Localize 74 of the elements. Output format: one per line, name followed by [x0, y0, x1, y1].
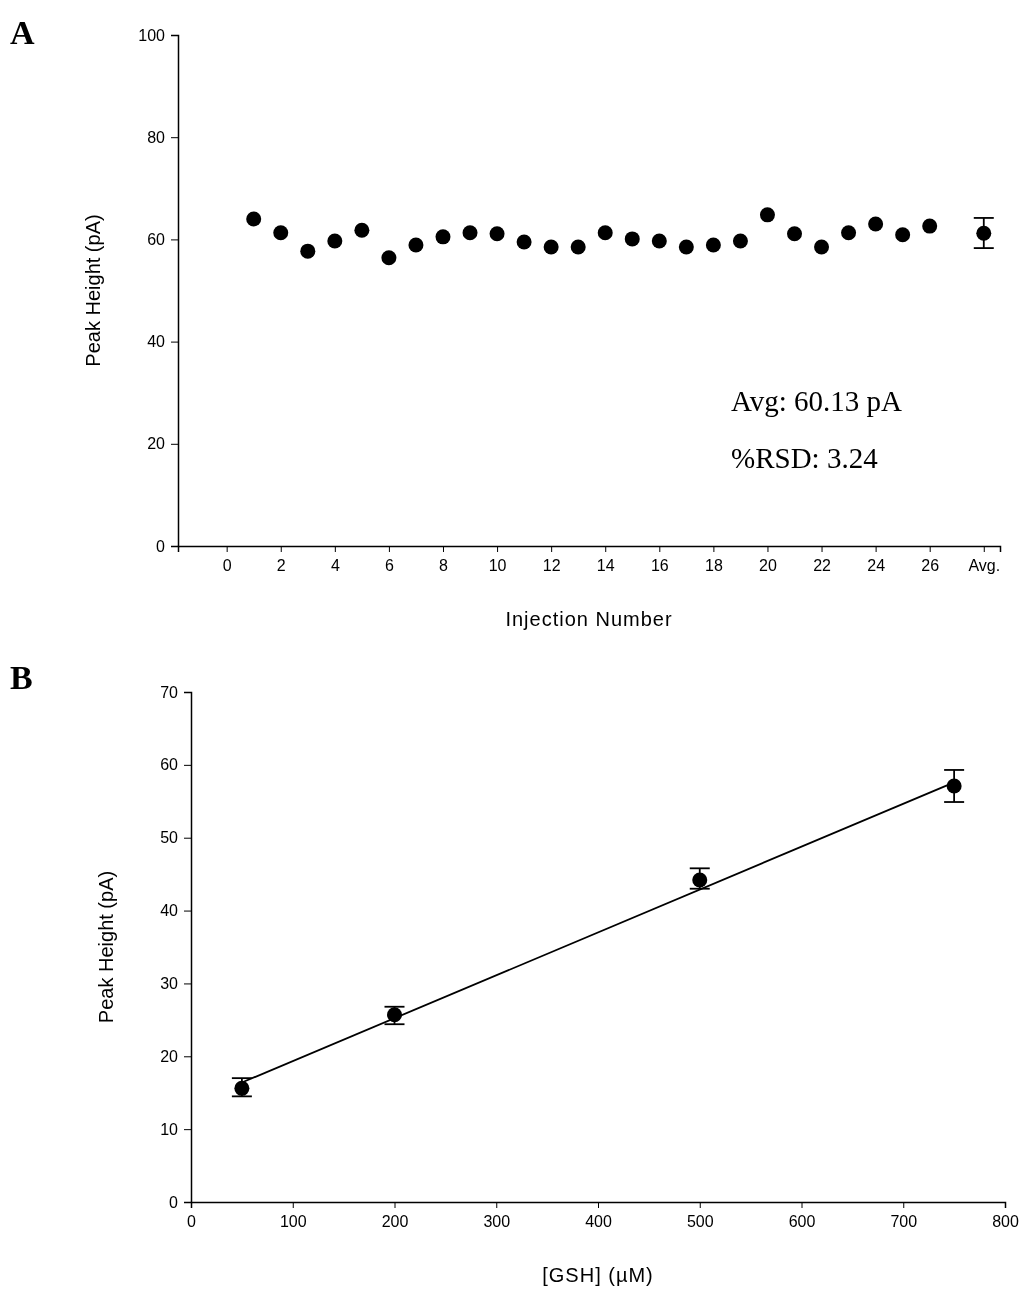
- x-tick-label: 26: [921, 557, 940, 575]
- point: [759, 207, 775, 223]
- x-tick-label: 6: [384, 557, 394, 575]
- y-tick-label: 20: [147, 435, 166, 453]
- point: [246, 211, 262, 227]
- y-tick-label: 70: [160, 683, 179, 701]
- y-axis-title: Peak Height (pA): [82, 214, 104, 367]
- y-tick-label: 60: [160, 756, 179, 774]
- point: [624, 231, 640, 247]
- point: [489, 226, 505, 242]
- x-tick-label: 10: [488, 557, 507, 575]
- point: [922, 218, 938, 234]
- chart-title: A: [10, 14, 35, 51]
- x-tick-label: 0: [187, 1213, 197, 1231]
- y-tick-label: 50: [160, 829, 179, 847]
- point: [692, 872, 708, 888]
- y-tick-label: 30: [160, 975, 179, 993]
- point: [787, 226, 802, 242]
- point: [570, 239, 586, 255]
- x-tick-label: 700: [890, 1213, 918, 1231]
- x-tick-label: 300: [483, 1213, 511, 1231]
- point: [597, 225, 613, 241]
- x-tick-label: 800: [992, 1213, 1019, 1231]
- annotation: Avg: 60.13 pA: [731, 385, 903, 417]
- annotation: %RSD: 3.24: [731, 442, 879, 474]
- y-tick-label: 100: [138, 26, 166, 44]
- x-tick-label: 8: [439, 557, 449, 575]
- x-tick-label: 4: [330, 557, 340, 575]
- point: [381, 250, 397, 266]
- x-tick-label: 100: [279, 1213, 307, 1231]
- y-tick-label: 80: [147, 128, 166, 146]
- point: [814, 239, 830, 255]
- point: [516, 234, 532, 250]
- x-axis-title: Injection Number: [505, 608, 673, 630]
- y-tick-label: 10: [160, 1120, 179, 1138]
- point: [841, 225, 857, 241]
- point: [868, 216, 884, 232]
- x-tick-label: 200: [381, 1213, 409, 1231]
- point: [895, 227, 911, 243]
- x-tick-label: 18: [704, 557, 723, 575]
- y-tick-label: 0: [169, 1193, 179, 1211]
- point: [273, 225, 289, 241]
- y-tick-label: 20: [160, 1047, 179, 1065]
- x-tick-label: 22: [813, 557, 832, 575]
- x-tick-label: 16: [650, 557, 669, 575]
- point: [435, 229, 451, 245]
- point: [678, 239, 694, 255]
- x-tick-label: 400: [585, 1213, 612, 1231]
- x-axis-title: [GSH] (µM): [542, 1264, 654, 1286]
- point: [408, 237, 424, 253]
- x-tick-label: Avg.: [968, 557, 1001, 575]
- point: [300, 243, 316, 259]
- x-tick-label: 2: [276, 557, 286, 575]
- y-axis-title: Peak Height (pA): [95, 870, 117, 1024]
- chart-title: B: [10, 659, 33, 696]
- x-tick-label: 600: [788, 1213, 816, 1231]
- x-tick-label: 0: [222, 557, 232, 575]
- x-tick-label: 14: [596, 557, 615, 575]
- y-tick-label: 0: [156, 537, 166, 555]
- point: [327, 233, 343, 249]
- point: [651, 233, 667, 249]
- y-tick-label: 60: [147, 231, 166, 249]
- x-tick-label: 500: [686, 1213, 714, 1231]
- y-tick-label: 40: [160, 902, 179, 920]
- point: [462, 225, 478, 241]
- point: [732, 233, 748, 249]
- y-tick-label: 40: [147, 333, 166, 351]
- point: [543, 239, 559, 255]
- x-tick-label: 12: [542, 557, 561, 575]
- x-tick-label: 20: [759, 557, 777, 575]
- point: [354, 222, 370, 238]
- x-tick-label: 24: [867, 557, 886, 575]
- point: [705, 237, 721, 253]
- point: [976, 225, 992, 241]
